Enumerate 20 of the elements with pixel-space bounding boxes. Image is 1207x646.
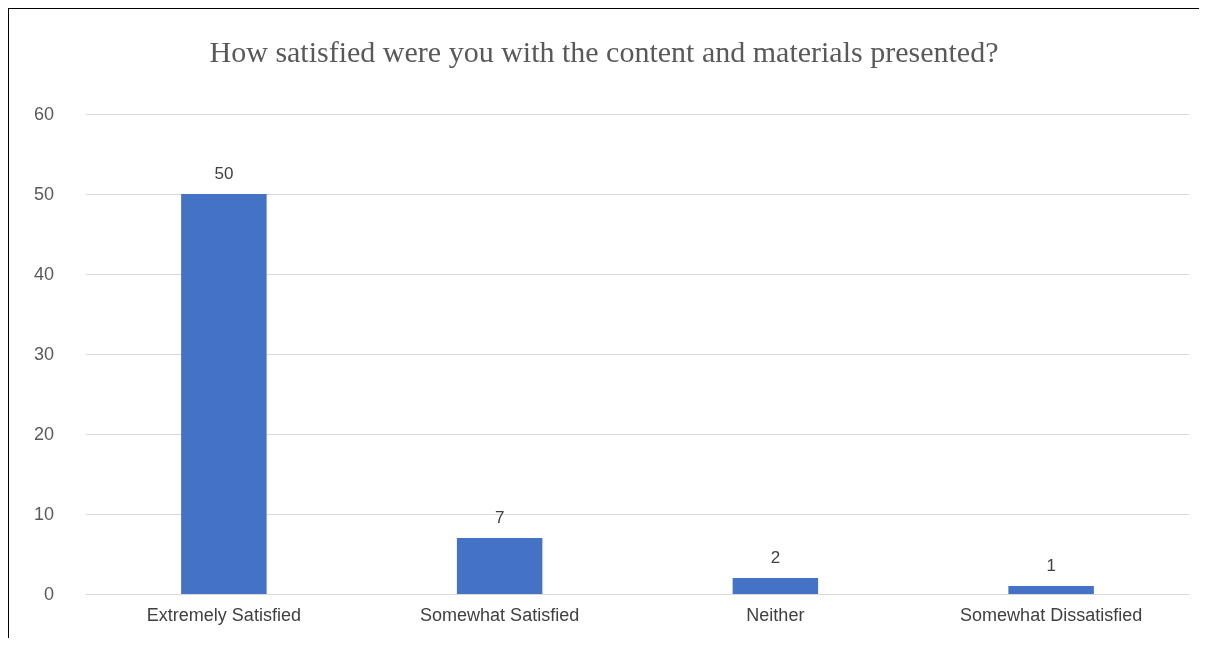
y-tick-label: 10: [33, 504, 54, 524]
bar: [1008, 586, 1094, 594]
y-tick-label: 20: [33, 424, 54, 444]
y-tick-label: 0: [43, 584, 54, 604]
x-tick-label: Extremely Satisfied: [146, 605, 301, 625]
data-label: 7: [494, 508, 505, 527]
x-tick-label: Neither: [746, 605, 805, 625]
bar: [181, 194, 267, 594]
y-tick-label: 30: [33, 344, 54, 364]
data-label: 2: [770, 548, 781, 567]
y-tick-label: 40: [33, 264, 54, 284]
y-tick-label: 60: [33, 104, 54, 124]
y-tick-label: 50: [33, 184, 54, 204]
chart-title: How satisfied were you with the content and materials presented?: [209, 34, 999, 68]
bar: [456, 538, 543, 594]
x-tick-label: Somewhat Satisfied: [420, 605, 580, 625]
x-tick-label: Somewhat Dissatisfied: [960, 605, 1143, 625]
bar: [732, 578, 819, 594]
data-label: 1: [1046, 556, 1056, 575]
data-label: 50: [214, 164, 234, 183]
